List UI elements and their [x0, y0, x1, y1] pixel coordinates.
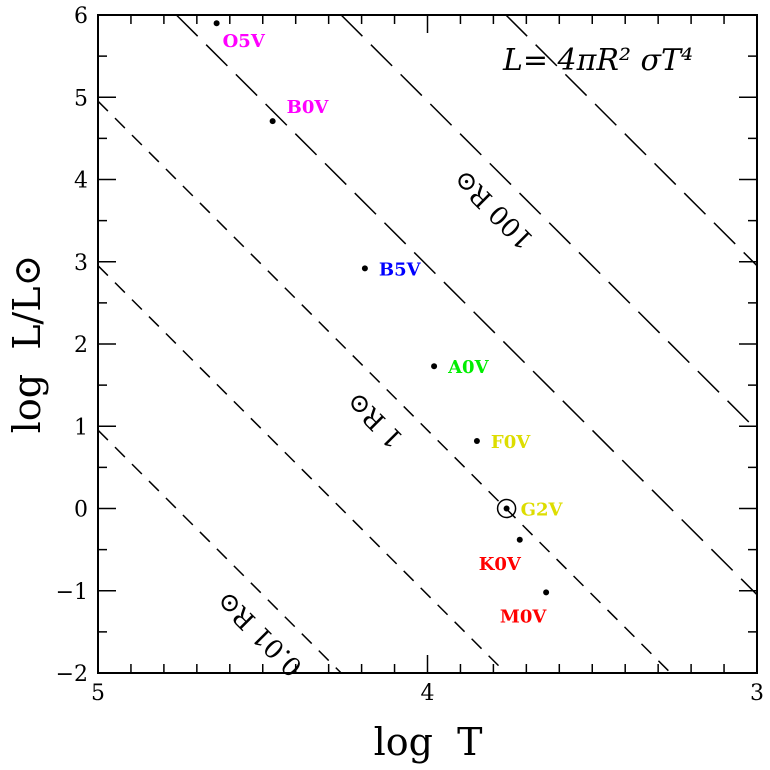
star-point [516, 536, 523, 543]
radius-line [340, 14, 758, 431]
y-tick-label: 5 [74, 86, 88, 111]
radius-line-label: 1 R⊙ [341, 385, 409, 453]
y-tick-label: −1 [56, 580, 88, 605]
x-tick-label: 4 [421, 681, 435, 706]
sun-symbol-icon [496, 498, 517, 519]
star-point [213, 20, 220, 27]
x-tick-label: 3 [750, 681, 764, 706]
star-label: K0V [479, 554, 522, 575]
x-tick-label: 5 [91, 681, 105, 706]
y-tick-label: 2 [74, 333, 88, 358]
radius-line-label: 100 R⊙ [448, 163, 539, 254]
y-tick-label: −2 [56, 662, 88, 687]
y-tick-label: 0 [74, 498, 88, 523]
star-label: G2V [521, 500, 564, 521]
star-label: B5V [379, 259, 422, 280]
radius-line [97, 429, 342, 674]
radius-line-label: 0.01 R⊙ [211, 585, 308, 682]
star-point [543, 589, 550, 596]
star-label: A0V [447, 357, 489, 378]
y-tick-label: 3 [74, 251, 88, 276]
star-point [361, 265, 368, 272]
x-axis-label: log T [374, 720, 483, 764]
star-label: O5V [223, 31, 266, 52]
star-point [269, 118, 276, 125]
y-axis-label: log L/L⊙ [5, 255, 49, 434]
radius-line [97, 100, 672, 674]
star-label: M0V [500, 606, 547, 627]
radius-line [505, 14, 758, 267]
star-label: B0V [287, 97, 330, 118]
radius-line [97, 265, 507, 674]
equation-annotation: L= 4πR² σT⁴ [502, 43, 693, 78]
y-tick-label: 1 [74, 415, 88, 440]
y-tick-label: 6 [74, 4, 88, 29]
star-point [503, 505, 510, 512]
star-point [473, 438, 480, 445]
radius-line [175, 14, 758, 596]
star-point [431, 363, 438, 370]
plot-frame [97, 14, 758, 674]
y-tick-label: 4 [74, 169, 88, 194]
star-label: F0V [491, 432, 531, 453]
